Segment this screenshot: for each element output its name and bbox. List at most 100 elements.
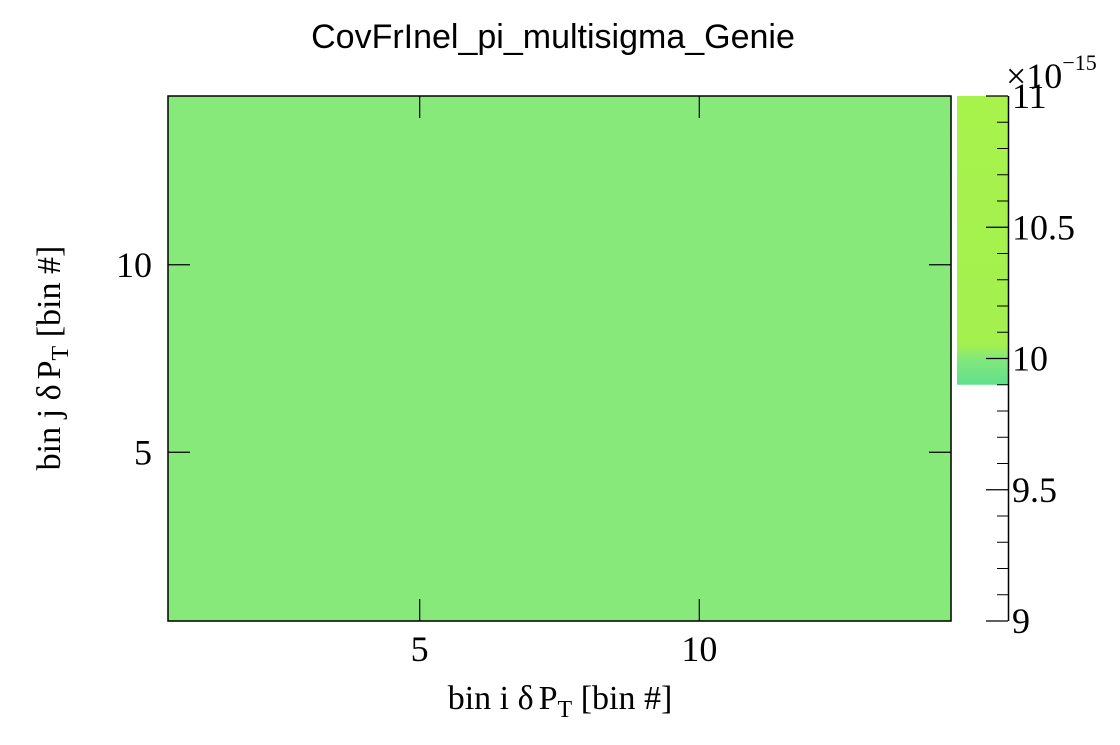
heatmap-cell (223, 208, 281, 247)
heatmap-cell (615, 208, 672, 247)
heatmap-cell (727, 171, 784, 210)
x-tick-label: 5 (411, 629, 429, 669)
heatmap-cell (671, 508, 728, 547)
heatmap-cell (279, 396, 337, 435)
heatmap-cell (559, 283, 617, 322)
heatmap-cell (503, 208, 561, 247)
heatmap-cell (279, 321, 337, 360)
heatmap-cell (783, 96, 840, 135)
heatmap-cell (559, 508, 617, 547)
heatmap-cell (168, 283, 225, 322)
heatmap-cell (615, 583, 672, 622)
heatmap-cell (503, 321, 561, 360)
heatmap-cell (279, 171, 337, 210)
heatmap-cell (839, 246, 896, 285)
heatmap-cell (335, 358, 393, 397)
heatmap-cell (447, 583, 505, 622)
x-axis-label-sub: T (558, 697, 573, 723)
heatmap-cell (335, 171, 393, 210)
palette-tick-label: 9.5 (1012, 470, 1057, 510)
heatmap-cell (503, 583, 561, 622)
heatmap-cells (168, 96, 952, 622)
heatmap-cell (279, 583, 337, 622)
heatmap-cell (168, 508, 225, 547)
heatmap-cell (839, 583, 896, 622)
heatmap-cell (335, 396, 393, 435)
heatmap-cell (839, 433, 896, 472)
heatmap-cell (727, 246, 784, 285)
heatmap-cell (895, 171, 952, 210)
heatmap-cell (839, 321, 896, 360)
heatmap-cell (615, 96, 672, 135)
heatmap-cell (895, 321, 952, 360)
heatmap-cell (671, 283, 728, 322)
heatmap-cell (391, 433, 449, 472)
heatmap-cell (783, 246, 840, 285)
heatmap-cell (168, 471, 225, 510)
color-scale: 9 9.5 10 10.5 11×10−15 (957, 50, 1097, 641)
heatmap-cell (839, 471, 896, 510)
heatmap-cell (559, 133, 617, 172)
heatmap-cell (559, 321, 617, 360)
heatmap-cell (223, 283, 281, 322)
heatmap-cell (168, 171, 225, 210)
heatmap-cell (503, 358, 561, 397)
heatmap-cell (335, 96, 393, 135)
heatmap-cell (447, 358, 505, 397)
heatmap-cell (503, 171, 561, 210)
heatmap-cell (447, 171, 505, 210)
heatmap-cell (839, 396, 896, 435)
heatmap-cell (615, 246, 672, 285)
heatmap-cell (223, 583, 281, 622)
heatmap-cell (783, 471, 840, 510)
heatmap-cell (503, 433, 561, 472)
palette-exponent-power: −15 (1062, 50, 1096, 75)
heatmap-cell (615, 321, 672, 360)
heatmap-cell (559, 546, 617, 585)
heatmap-cell (727, 358, 784, 397)
heatmap-cell (671, 208, 728, 247)
palette-tick-label: 10 (1012, 339, 1048, 379)
heatmap-cell (223, 433, 281, 472)
heatmap-cell (895, 208, 952, 247)
heatmap-cell (671, 133, 728, 172)
heatmap-cell (391, 171, 449, 210)
heatmap-cell (391, 133, 449, 172)
x-axis-label: bin i δ PT [bin #] (448, 680, 673, 723)
heatmap-cell (839, 133, 896, 172)
heatmap-cell (279, 283, 337, 322)
heatmap-cell (727, 433, 784, 472)
heatmap-cell (615, 471, 672, 510)
heatmap-cell (279, 358, 337, 397)
heatmap-cell (615, 358, 672, 397)
heatmap-cell (279, 208, 337, 247)
heatmap-cell (503, 546, 561, 585)
heatmap-cell (503, 96, 561, 135)
heatmap-cell (335, 471, 393, 510)
heatmap-cell (671, 321, 728, 360)
heatmap-cell (783, 583, 840, 622)
y-tick-label: 10 (116, 245, 152, 285)
palette-exponent-base: ×10 (1006, 56, 1062, 96)
palette-bar (957, 96, 1008, 385)
y-axis-label-delta: δ (31, 384, 68, 400)
heatmap-cell (839, 546, 896, 585)
heatmap-cell (783, 358, 840, 397)
heatmap-cell (168, 396, 225, 435)
heatmap-cell (615, 396, 672, 435)
heatmap-cell (895, 471, 952, 510)
heatmap-cell (391, 246, 449, 285)
heatmap-cell (671, 471, 728, 510)
heatmap-cell (447, 546, 505, 585)
y-axis-label-suffix: [bin #] (31, 246, 68, 346)
heatmap-cell (447, 96, 505, 135)
palette-tick-label: 10.5 (1012, 207, 1075, 247)
heatmap-cell (783, 433, 840, 472)
heatmap-cell (223, 171, 281, 210)
heatmap-cell (447, 208, 505, 247)
heatmap-cell (447, 508, 505, 547)
heatmap-cell (168, 546, 225, 585)
palette-tick-label: 9 (1012, 601, 1030, 641)
heatmap-cell (391, 358, 449, 397)
